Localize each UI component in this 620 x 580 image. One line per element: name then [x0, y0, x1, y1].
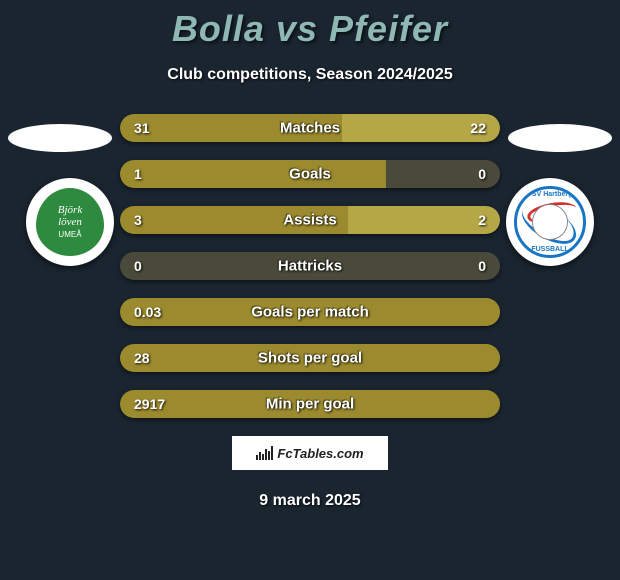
stat-value-right: 0	[478, 166, 486, 182]
stat-value-right: 2	[478, 212, 486, 228]
stat-row: 1 Goals 0	[120, 160, 500, 188]
stat-label: Min per goal	[266, 396, 354, 413]
stat-label: Hattricks	[278, 258, 342, 275]
stats-area: 31 Matches 22 1 Goals 0 3 Assists 2 0 Hattricks 0 0.…	[0, 114, 620, 418]
stat-bar-right	[348, 206, 500, 234]
match-date: 9 march 2025	[0, 492, 620, 510]
stat-value-left: 3	[134, 212, 142, 228]
stat-value-left: 0.03	[134, 304, 161, 320]
stat-row: 0.03 Goals per match	[120, 298, 500, 326]
stat-value-left: 28	[134, 350, 150, 366]
stat-row: 0 Hattricks 0	[120, 252, 500, 280]
stat-label: Matches	[280, 120, 340, 137]
stat-value-right: 0	[478, 258, 486, 274]
stat-row: 2917 Min per goal	[120, 390, 500, 418]
page-title: Bolla vs Pfeifer	[0, 0, 620, 50]
stat-row: 28 Shots per goal	[120, 344, 500, 372]
bar-chart-icon	[256, 446, 273, 460]
stat-row: 3 Assists 2	[120, 206, 500, 234]
stat-value-left: 0	[134, 258, 142, 274]
stat-row: 31 Matches 22	[120, 114, 500, 142]
stat-value-left: 1	[134, 166, 142, 182]
fctables-label: FcTables.com	[277, 446, 363, 461]
stat-value-left: 2917	[134, 396, 165, 412]
stat-label: Assists	[283, 212, 336, 229]
stat-value-left: 31	[134, 120, 150, 136]
stat-label: Goals	[289, 166, 331, 183]
fctables-link[interactable]: FcTables.com	[232, 436, 388, 470]
main-container: Bolla vs Pfeifer Club competitions, Seas…	[0, 0, 620, 580]
subtitle: Club competitions, Season 2024/2025	[0, 66, 620, 84]
stat-bar-left	[120, 160, 386, 188]
stat-value-right: 22	[470, 120, 486, 136]
stat-label: Goals per match	[251, 304, 369, 321]
stat-label: Shots per goal	[258, 350, 362, 367]
